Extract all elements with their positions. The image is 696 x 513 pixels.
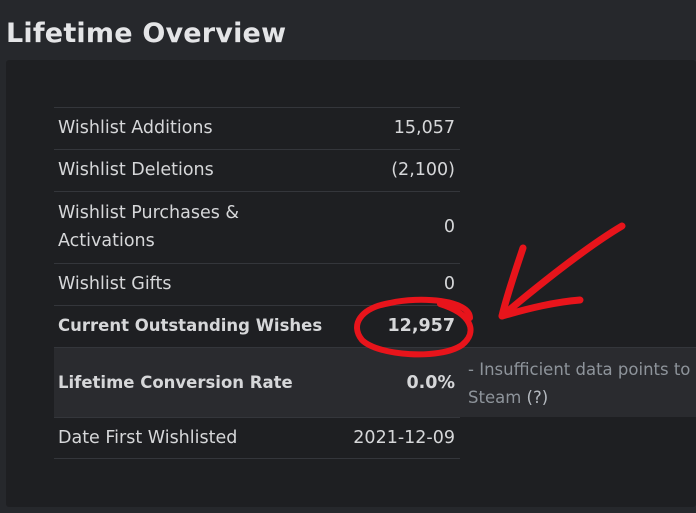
section-title: Lifetime Overview bbox=[6, 18, 287, 49]
row-label: Lifetime Conversion Rate bbox=[58, 373, 293, 392]
table-row: Date First Wishlisted 2021-12-09 bbox=[54, 417, 460, 459]
row-value: 2021-12-09 bbox=[353, 428, 455, 448]
row-label: Current Outstanding Wishes bbox=[58, 316, 323, 335]
row-value: (2,100) bbox=[391, 160, 455, 180]
table-row: Lifetime Conversion Rate 0.0% - Insuffic… bbox=[54, 347, 696, 417]
note-text: Steam bbox=[468, 388, 522, 407]
panel bbox=[6, 60, 696, 507]
note-line: Steam (?) bbox=[468, 384, 690, 412]
row-label: Wishlist Additions bbox=[58, 118, 213, 138]
table-row: Wishlist Purchases & Activations 0 bbox=[54, 191, 460, 263]
note-text: - Insufficient data points to bbox=[468, 360, 691, 379]
table-row: Wishlist Deletions (2,100) bbox=[54, 149, 460, 191]
help-link[interactable]: (?) bbox=[526, 388, 549, 407]
row-label: Date First Wishlisted bbox=[58, 428, 238, 448]
circle-mark bbox=[354, 296, 474, 358]
row-value: 15,057 bbox=[393, 118, 455, 138]
row-label: Wishlist Deletions bbox=[58, 160, 214, 180]
row-label: Wishlist Gifts bbox=[58, 274, 172, 294]
row-label: Wishlist Purchases & Activations bbox=[58, 203, 240, 251]
note: - Insufficient data points to Steam (?) bbox=[468, 356, 690, 412]
arrow-head bbox=[498, 244, 584, 320]
row-value: 0 bbox=[443, 274, 455, 294]
table-row: Wishlist Gifts 0 bbox=[54, 263, 460, 305]
arrow-shaft bbox=[498, 222, 626, 320]
table-row: Wishlist Additions 15,057 bbox=[54, 107, 460, 149]
row-value: 12,957 bbox=[387, 316, 455, 336]
row-value: 0.0% bbox=[406, 373, 455, 393]
row-value: 0 bbox=[443, 217, 455, 237]
table-row: Current Outstanding Wishes 12,957 bbox=[54, 305, 460, 347]
